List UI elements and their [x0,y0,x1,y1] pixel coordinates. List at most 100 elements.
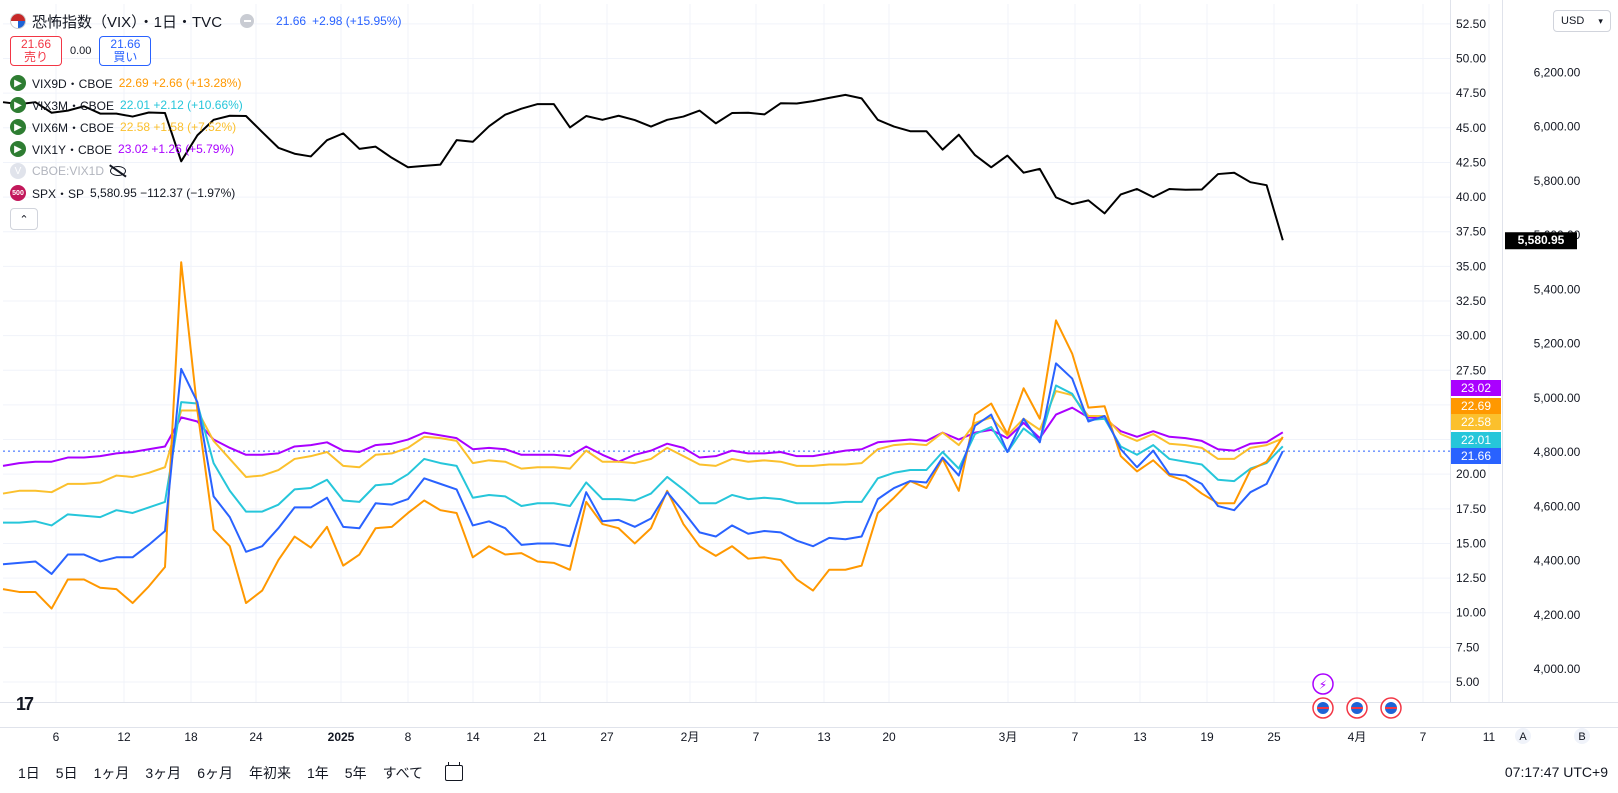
symbol-header[interactable]: 恐怖指数（VIX）・1日・TVC 21.66 +2.98 (+15.95%) [10,10,401,32]
left-tick-label: 17.50 [1456,502,1486,516]
range-all[interactable]: すべて [382,764,424,781]
left-tick-label: 20.00 [1456,467,1486,481]
bottom-toolbar: 1日 5日 1ヶ月 3ヶ月 6ヶ月 年初来 1年 5年 すべて 07:17:47… [0,752,1618,793]
legend-name: SPX・SP [32,186,85,201]
range-1y[interactable]: 1年 [306,764,329,781]
event-markers[interactable]: ⚡ [1312,673,1402,719]
last-value-label: 21.66 [1461,449,1491,463]
left-tick-label: 45.00 [1456,121,1486,135]
axis-mode-label: B [1578,731,1585,743]
legend-name: CBOE:VIX1D [32,164,105,178]
time-tick-label: 12 [117,730,131,744]
left-tick-label: 7.50 [1456,640,1480,654]
play-icon: ▶ [10,97,26,113]
symbol-title[interactable]: 恐怖指数（VIX）・1日・TVC [32,13,223,31]
time-tick-label: 7 [1072,730,1079,744]
buy-button[interactable]: 21.66 買い [99,36,152,66]
chart-legend: 恐怖指数（VIX）・1日・TVC 21.66 +2.98 (+15.95%) 2… [10,10,401,230]
time-tick-label: 25 [1267,730,1281,744]
time-tick-label: 20 [882,730,896,744]
lightning-glyph: ⚡ [1319,678,1327,692]
range-5d[interactable]: 5日 [55,764,78,781]
clock[interactable]: 07:17:47 UTC+9 [1504,764,1608,780]
chevron-down-icon: ▾ [1598,15,1603,26]
spx-line [2,93,1284,241]
currency-label: USD [1561,15,1585,27]
right-tick-label: 4,400.00 [1534,554,1581,568]
us-flag-icon [10,13,26,29]
time-tick-label: 7 [753,730,760,744]
left-tick-label: 42.50 [1456,155,1486,169]
us-flag-stripe [1351,707,1363,709]
right-tick-label: 5,400.00 [1534,282,1581,296]
calendar-icon[interactable] [445,761,464,781]
legend-name: VIX3M・CBOE [32,98,115,113]
currency-select[interactable]: USD ▾ [1553,10,1611,32]
axis-mode-label: A [1519,731,1527,743]
us-flag-stripe [1317,707,1329,709]
left-tick-label: 30.00 [1456,329,1486,343]
symbol-value: 21.66 [276,14,307,28]
hidden-eye-icon[interactable] [110,166,127,176]
collapse-legend-button[interactable]: ⌃ [10,208,38,230]
legend-name: VIX1Y・CBOE [32,142,113,157]
tradingview-logo-icon[interactable]: 17 [16,694,34,714]
buy-price: 21.66 [110,37,141,51]
play-icon: ▶ [10,141,26,157]
legend-row-spx[interactable]: 500 SPX・SP 5,580.95 −112.37 (−1.97%) [10,182,401,204]
last-value-label: 22.58 [1461,415,1491,429]
left-price-axis[interactable]: 5.007.5010.0012.5015.0017.5020.0022.5025… [1456,17,1486,689]
series-lines [2,93,1284,610]
chevron-up-icon: ⌃ [19,213,29,226]
right-tick-label: 6,200.00 [1534,65,1581,79]
time-tick-label: 8 [405,730,412,744]
legend-row-vix1y[interactable]: ▶ VIX1Y・CBOE 23.02 +1.26 (+5.79%) [10,138,401,160]
right-tick-label: 5,200.00 [1534,337,1581,351]
axis-mode-button [1515,728,1531,744]
last-value-label: 22.69 [1461,399,1491,413]
sell-price: 21.66 [20,37,52,51]
legend-row-vix6m[interactable]: ▶ VIX6M・CBOE 22.58 +1.58 (+7.52%) [10,116,401,138]
spx-last-badge [1505,232,1577,250]
left-tick-label: 10.00 [1456,606,1486,620]
legend-row-vix1d[interactable]: V CBOE:VIX1D [10,160,401,182]
range-ytd[interactable]: 年初来 [248,764,291,781]
time-axis[interactable]: 6 12 18 24 2025 8 14 21 27 2月 7 13 20 3月 7 13 19 25 4月 7 11 A… [53,728,1590,744]
range-3m[interactable]: 3ヶ月 [145,764,182,781]
right-tick-label: 4,600.00 [1534,499,1581,513]
last-value-label: 23.02 [1461,381,1491,395]
range-1m[interactable]: 1ヶ月 [93,764,130,781]
legend-values: 23.02 +1.26 (+5.79%) [118,142,235,156]
sell-button[interactable]: 21.66 売り [10,36,62,66]
minus-icon[interactable] [240,14,255,28]
range-5y[interactable]: 5年 [344,764,367,781]
last-value-badge [1451,398,1501,414]
time-tick-label: 3月 [999,730,1018,744]
legend-row-vix9d[interactable]: ▶ VIX9D・CBOE 22.69 +2.66 (+13.28%) [10,72,401,94]
left-tick-label: 40.00 [1456,190,1486,204]
sell-label: 売り [23,50,48,64]
left-tick-label: 47.50 [1456,86,1486,100]
range-6m[interactable]: 6ヶ月 [197,764,233,781]
legend-name: VIX6M・CBOE [32,120,115,135]
right-price-axis[interactable]: 4,000.00 4,200.00 4,400.00 4,600.00 4,800.00… [1534,65,1581,676]
sp500-icon: 500 [10,185,26,201]
left-tick-label: 5.00 [1456,675,1480,689]
play-icon: ▶ [10,119,26,135]
legend-row-vix3m[interactable]: ▶ VIX3M・CBOE 22.01 +2.12 (+10.66%) [10,94,401,116]
series-line-vix9d [2,261,1284,610]
range-1d[interactable]: 1日 [18,764,40,781]
left-tick-label: 32.50 [1456,294,1486,308]
left-tick-label: 12.50 [1456,571,1486,585]
left-tick-label: 27.50 [1456,363,1486,377]
time-tick-label: 27 [600,730,614,744]
right-tick-label: 5,800.00 [1534,174,1581,188]
time-tick-label: 6 [53,730,60,744]
last-value-labels: 23.02 22.69 22.58 22.01 21.66 5,580.95 [1451,232,1577,464]
series-line-vix [2,362,1284,575]
left-tick-label: 50.00 [1456,52,1486,66]
left-tick-label: 37.50 [1456,225,1486,239]
symbol-change: +2.98 (+15.95%) [312,14,402,28]
time-tick-label: 13 [1133,730,1147,744]
